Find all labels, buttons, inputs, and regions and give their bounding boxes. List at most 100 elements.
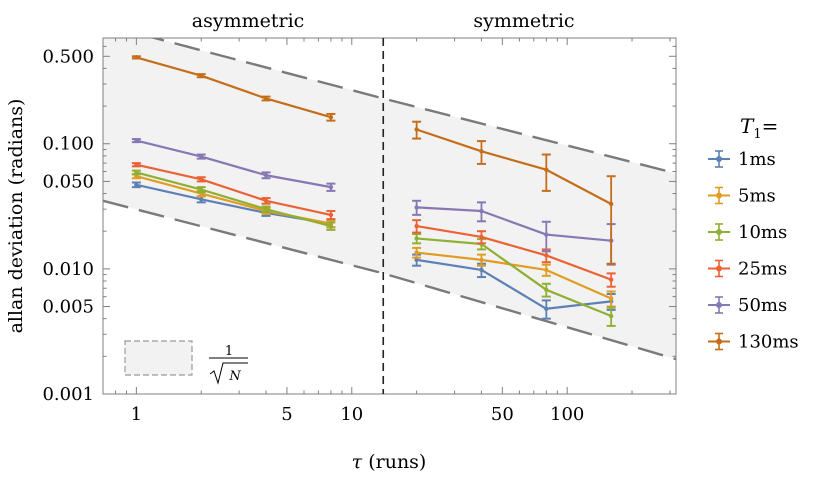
data-series [131, 55, 616, 327]
x-tick-label: 10 [340, 404, 363, 425]
data-point [479, 267, 484, 273]
series-10ms [131, 169, 616, 327]
series-line [416, 251, 612, 300]
legend-label: 1ms [738, 149, 776, 170]
data-point [544, 267, 549, 273]
inset-denominator: N [228, 369, 241, 384]
legend-title-subscript: 1 [753, 127, 761, 142]
legend-marker [716, 338, 722, 345]
x-tick-label: 5 [281, 404, 292, 425]
band-upper-line [149, 38, 676, 175]
data-point [263, 206, 269, 212]
chart-text: 1 5 10 50 100 0.001 0.005 0.010 0.050 0.100 0.500 τ… [5, 10, 584, 473]
legend-marker [716, 156, 722, 162]
data-point [328, 212, 334, 218]
plot-frame [102, 37, 677, 395]
x-axis-symbol: τ [352, 451, 363, 473]
data-point [544, 253, 549, 258]
data-point [328, 184, 334, 190]
error-bar [541, 153, 551, 192]
data-point [414, 127, 419, 132]
data-point [263, 198, 269, 203]
data-point [199, 177, 204, 182]
legend-title-symbol: T [740, 114, 755, 138]
legend-item-10ms: 10ms [708, 222, 787, 243]
legend-item-5ms: 5ms [708, 186, 776, 207]
data-point [608, 277, 614, 282]
legend-label: 130ms [738, 332, 799, 353]
data-point [199, 187, 204, 192]
data-point [479, 149, 484, 154]
band-lower-line [103, 199, 676, 361]
legend-marker [716, 302, 722, 308]
data-point [199, 73, 204, 78]
data-point [414, 205, 419, 210]
data-point [134, 138, 139, 143]
series-line [136, 139, 332, 189]
x-tick-label: 1 [131, 404, 142, 425]
data-point [199, 197, 204, 202]
series-line [416, 258, 612, 310]
data-point [414, 223, 419, 229]
series-130ms [131, 55, 616, 265]
series-line [416, 128, 612, 205]
inset-swatch [124, 340, 193, 376]
data-point [544, 306, 549, 311]
series-line [136, 163, 332, 216]
legend-item-50ms: 50ms [708, 295, 787, 316]
y-axis-label: allan deviation (radians) [5, 99, 27, 334]
y-tick-label: 0.500 [42, 46, 94, 67]
legend-item-130ms: 130ms [708, 332, 799, 353]
legend-marker [716, 229, 722, 235]
legend-item-1ms: 1ms [708, 149, 776, 170]
data-point [134, 182, 139, 187]
legend-marker [716, 265, 722, 272]
legend-label: 25ms [738, 259, 787, 280]
legend-label: 50ms [738, 295, 787, 316]
x-axis-unit: (runs) [362, 451, 426, 473]
legend: T1= 1ms 5ms 10ms 25ms 50ms 130ms [708, 114, 799, 353]
data-point [544, 167, 549, 172]
legend-title-suffix: = [762, 114, 779, 138]
scaling-band [103, 38, 676, 361]
data-point [544, 232, 549, 237]
panel-label-symmetric: symmetric [473, 10, 574, 32]
data-point [544, 287, 549, 293]
data-point [414, 250, 419, 255]
series-line [416, 224, 612, 281]
x-axis-label: τ (runs) [352, 451, 427, 473]
legend-title: T1= [740, 114, 778, 142]
data-point [608, 296, 614, 301]
legend-marker [716, 192, 722, 199]
series-line [416, 206, 612, 242]
series-line [136, 171, 332, 228]
x-tick-label: 50 [491, 404, 514, 425]
x-tick-label: 100 [550, 404, 584, 425]
data-point [263, 173, 269, 178]
y-tick-label: 0.001 [42, 384, 94, 405]
data-point [479, 208, 484, 214]
y-tick-label: 0.100 [42, 134, 94, 155]
legend-label: 10ms [738, 222, 787, 243]
legend-item-25ms: 25ms [708, 259, 787, 280]
panel-label-asymmetric: asymmetric [192, 10, 305, 32]
series-25ms [131, 162, 616, 288]
data-point [328, 114, 334, 120]
data-point [134, 162, 139, 167]
series-line [416, 237, 612, 318]
band-fill [103, 38, 676, 360]
data-point [414, 236, 419, 241]
y-tick-label: 0.005 [42, 297, 94, 318]
data-point [328, 223, 334, 229]
data-point [199, 154, 204, 159]
data-point [608, 313, 614, 319]
series-line [136, 56, 332, 119]
data-point [134, 55, 139, 60]
data-point [263, 96, 269, 101]
axis-ticks [102, 38, 676, 395]
inset-radical [209, 362, 248, 385]
inset-numerator: 1 [225, 344, 233, 359]
data-point [479, 257, 484, 263]
band-inset-legend: 1N [124, 340, 248, 385]
